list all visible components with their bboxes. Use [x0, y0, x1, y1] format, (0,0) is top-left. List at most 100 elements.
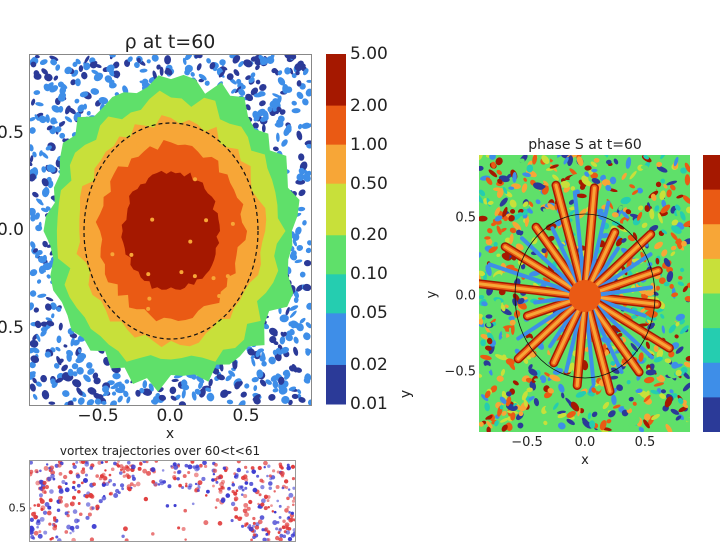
phase-blob: [632, 389, 637, 398]
density-blob: [297, 389, 302, 395]
vortex-point: [292, 486, 295, 490]
density-blob: [70, 79, 76, 86]
phase-blob: [515, 243, 524, 251]
phase-blob: [644, 290, 655, 297]
phase-blob: [519, 158, 525, 163]
phase-blob: [656, 166, 668, 173]
vortex-point: [221, 479, 226, 484]
phase-blob: [512, 171, 517, 183]
density-blob: [256, 369, 264, 379]
density-blob: [30, 173, 36, 182]
phase-blob: [495, 354, 507, 361]
phase-blob: [512, 380, 519, 386]
density-blob: [124, 379, 130, 384]
density-blob: [225, 375, 232, 382]
density-blob: [41, 178, 49, 187]
density-blob: [255, 64, 260, 71]
phase-blob: [641, 222, 648, 229]
density-blob: [72, 397, 77, 402]
vortex-point: [145, 461, 149, 464]
phase-blob: [683, 361, 690, 368]
vortex-point: [33, 530, 39, 536]
phase-blob: [629, 170, 637, 180]
phase-blob: [489, 155, 496, 160]
density-blob: [291, 393, 299, 400]
phase-blob: [512, 293, 520, 303]
vortex-point: [39, 499, 45, 504]
vortex-core: [225, 274, 230, 279]
phase-blob: [485, 326, 491, 334]
vortex-core: [257, 222, 262, 227]
vortex-core: [190, 136, 195, 141]
phase-blob: [645, 369, 657, 376]
vortex-point: [187, 485, 192, 490]
vortex-point: [44, 502, 50, 507]
phase-blob: [525, 333, 534, 340]
vortex-ytick: 0.5: [8, 501, 27, 515]
density-blob: [280, 331, 285, 337]
phase-blob: [623, 219, 628, 227]
phase-blob: [621, 211, 629, 219]
phase-blob: [485, 177, 493, 185]
vortex-core: [193, 177, 198, 182]
phase-blob: [533, 182, 545, 190]
phase-blob: [670, 251, 676, 257]
density-blob: [269, 336, 277, 344]
phase-blob: [660, 389, 667, 394]
vortex-point: [157, 483, 161, 486]
density-blob: [198, 73, 207, 81]
density-blob: [278, 376, 285, 385]
phase-blob: [653, 382, 665, 387]
phase-blob: [655, 428, 660, 432]
phase-blob: [494, 298, 502, 309]
density-blob: [284, 372, 291, 380]
vortex-point: [97, 461, 102, 465]
density-blob: [67, 400, 74, 405]
density-blob: [136, 57, 141, 64]
phase-blob: [653, 345, 659, 353]
density-blob: [156, 64, 161, 70]
vortex-point: [268, 486, 272, 491]
density-blob: [208, 378, 213, 387]
vortex-point: [161, 469, 165, 472]
density-blob: [38, 256, 46, 264]
vortex-point: [48, 522, 52, 526]
density-blob: [305, 170, 311, 177]
vortex-point: [211, 478, 215, 482]
vortex-point: [170, 464, 173, 468]
vortex-point: [123, 526, 128, 532]
density-blob: [86, 110, 91, 116]
vortex-point: [215, 480, 219, 484]
vortex-point: [124, 538, 129, 541]
density-blob: [158, 394, 167, 401]
phase-blob: [632, 401, 637, 406]
vortex-point: [291, 476, 295, 481]
phase-blob: [517, 212, 524, 217]
phase-blob: [601, 179, 611, 187]
phase-blob: [633, 417, 640, 426]
vortex-point: [158, 479, 164, 484]
colorbar-band: [326, 105, 346, 146]
vortex-point: [104, 461, 109, 464]
phase-blob: [494, 420, 499, 427]
vortex-point: [56, 508, 61, 512]
phase-blob: [675, 322, 680, 327]
density-blob: [30, 290, 37, 297]
density-blob: [293, 336, 299, 344]
phase-blob: [484, 402, 490, 412]
density-blob: [250, 355, 255, 360]
density-blob: [71, 363, 79, 370]
phase-blob: [508, 361, 516, 370]
vortex-point: [243, 502, 249, 508]
phase-blob: [621, 238, 627, 243]
phase-blob: [550, 155, 558, 161]
vortex-point: [58, 472, 63, 476]
phase-blob: [484, 390, 491, 399]
density-blob: [185, 55, 193, 61]
phase-blob: [676, 209, 681, 218]
colorbar-band: [326, 183, 346, 236]
phase-blob: [652, 291, 659, 296]
phase-blob: [497, 178, 503, 185]
phase-blob: [677, 397, 684, 405]
phase-blob: [518, 411, 524, 417]
